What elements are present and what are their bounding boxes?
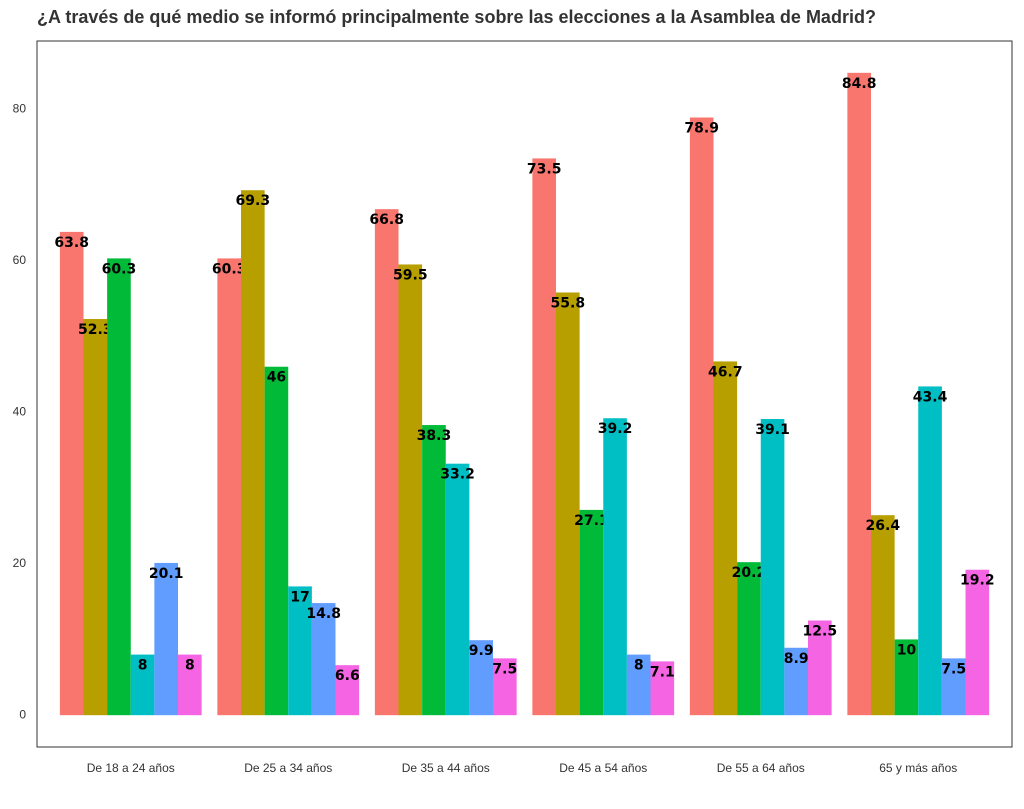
value-label: 14.8 xyxy=(306,606,341,622)
value-label: 8 xyxy=(138,658,148,674)
value-label: 6.6 xyxy=(335,668,360,684)
value-label: 26.4 xyxy=(866,518,901,534)
x-tick-label: De 55 a 64 años xyxy=(717,761,805,775)
bar xyxy=(178,654,202,716)
x-tick-label: 65 y más años xyxy=(879,761,957,775)
bar xyxy=(941,658,966,716)
value-label: 43.4 xyxy=(913,389,948,405)
bar xyxy=(288,586,312,716)
value-label: 38.3 xyxy=(417,428,452,444)
value-label: 39.1 xyxy=(755,422,790,438)
value-label: 19.2 xyxy=(960,573,995,589)
value-label: 8 xyxy=(185,658,195,674)
value-label: 46.7 xyxy=(708,364,743,380)
value-label: 46 xyxy=(267,370,286,386)
bar xyxy=(894,639,919,716)
bar xyxy=(445,463,470,716)
bar xyxy=(107,258,131,716)
value-label: 60.3 xyxy=(212,261,247,277)
value-label: 55.8 xyxy=(551,295,586,311)
bar xyxy=(217,258,241,716)
bar xyxy=(154,562,178,716)
bar xyxy=(130,654,155,716)
bar xyxy=(737,562,761,716)
value-label: 7.5 xyxy=(941,661,966,677)
value-label: 7.1 xyxy=(650,664,675,680)
bar xyxy=(532,158,556,716)
value-label: 7.5 xyxy=(492,661,517,677)
y-tick-label: 20 xyxy=(13,556,27,570)
value-label: 20.1 xyxy=(149,566,184,582)
plot-frame xyxy=(36,40,1013,748)
bar xyxy=(603,418,627,716)
bar xyxy=(808,620,832,716)
value-label: 8 xyxy=(634,658,644,674)
value-label: 66.8 xyxy=(369,212,404,228)
bar xyxy=(59,231,84,716)
value-label: 69.3 xyxy=(236,193,271,209)
bar xyxy=(311,603,336,716)
bar xyxy=(579,509,604,716)
y-tick-label: 40 xyxy=(13,404,27,418)
bar xyxy=(965,569,990,716)
bar xyxy=(626,654,651,716)
value-label: 12.5 xyxy=(803,623,838,639)
y-tick-label: 80 xyxy=(13,101,27,115)
bar xyxy=(847,72,871,716)
x-tick-label: De 18 a 24 años xyxy=(87,761,175,775)
value-label: 59.5 xyxy=(393,267,428,283)
value-label: 10 xyxy=(897,642,917,658)
bar xyxy=(556,292,580,716)
bar xyxy=(469,640,493,716)
y-tick-label: 0 xyxy=(19,707,26,721)
bar xyxy=(689,117,714,716)
bar xyxy=(650,661,675,716)
value-label: 20.2 xyxy=(732,565,767,581)
bar xyxy=(83,319,108,716)
value-label: 27.1 xyxy=(574,513,609,529)
value-label: 39.2 xyxy=(598,421,633,437)
x-tick-label: De 35 a 44 años xyxy=(402,761,490,775)
bar xyxy=(493,658,517,716)
bar xyxy=(918,386,942,716)
x-tick-label: De 25 a 34 años xyxy=(244,761,332,775)
x-tick-label: De 45 a 54 años xyxy=(559,761,647,775)
bar xyxy=(264,366,289,716)
bar xyxy=(713,361,738,716)
bar xyxy=(374,209,399,716)
bar xyxy=(784,647,808,716)
chart-title: ¿A través de qué medio se informó princi… xyxy=(37,7,876,27)
bar xyxy=(871,515,895,716)
bar xyxy=(335,665,360,716)
bar xyxy=(241,190,265,716)
value-label: 33.2 xyxy=(440,467,475,483)
value-label: 84.8 xyxy=(842,76,877,92)
value-label: 52.3 xyxy=(78,322,113,338)
bar xyxy=(398,264,423,716)
value-label: 8.9 xyxy=(784,651,809,667)
bar xyxy=(422,425,446,716)
y-tick-label: 60 xyxy=(13,253,27,267)
value-label: 17 xyxy=(290,589,309,605)
value-label: 60.3 xyxy=(102,261,137,277)
value-label: 9.9 xyxy=(469,643,494,659)
value-label: 73.5 xyxy=(527,161,562,177)
value-label: 78.9 xyxy=(684,121,719,137)
bar xyxy=(760,418,785,716)
value-label: 63.8 xyxy=(54,235,89,251)
